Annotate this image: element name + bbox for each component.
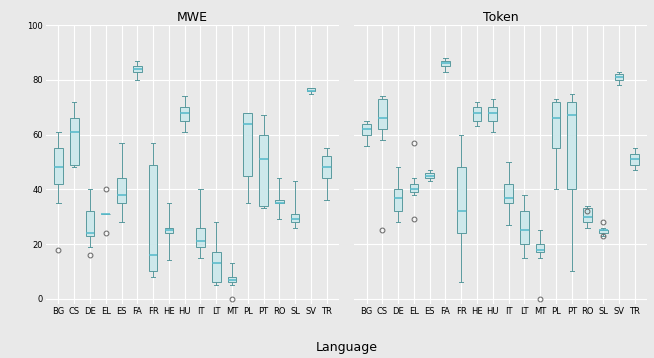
PathPatch shape [86,211,94,236]
PathPatch shape [583,208,592,222]
PathPatch shape [630,154,639,165]
PathPatch shape [362,124,371,135]
PathPatch shape [520,211,528,244]
PathPatch shape [165,228,173,233]
PathPatch shape [489,107,497,121]
Title: MWE: MWE [177,11,208,24]
PathPatch shape [473,107,481,121]
PathPatch shape [70,118,78,165]
PathPatch shape [181,107,189,121]
PathPatch shape [394,189,402,211]
PathPatch shape [504,184,513,203]
PathPatch shape [259,135,268,206]
PathPatch shape [378,99,387,129]
PathPatch shape [307,88,315,91]
PathPatch shape [133,66,142,72]
PathPatch shape [536,244,545,252]
PathPatch shape [568,102,576,189]
PathPatch shape [599,231,608,233]
PathPatch shape [615,74,623,80]
PathPatch shape [117,178,126,203]
PathPatch shape [54,148,63,184]
PathPatch shape [196,228,205,247]
PathPatch shape [275,200,284,203]
PathPatch shape [212,252,220,282]
PathPatch shape [148,165,158,271]
PathPatch shape [409,184,419,192]
PathPatch shape [551,102,560,148]
PathPatch shape [322,156,331,178]
PathPatch shape [228,277,236,282]
PathPatch shape [291,214,300,222]
Title: Token: Token [483,11,519,24]
Text: Language: Language [316,342,377,354]
PathPatch shape [425,173,434,178]
PathPatch shape [457,168,466,233]
PathPatch shape [243,113,252,176]
PathPatch shape [441,61,450,66]
